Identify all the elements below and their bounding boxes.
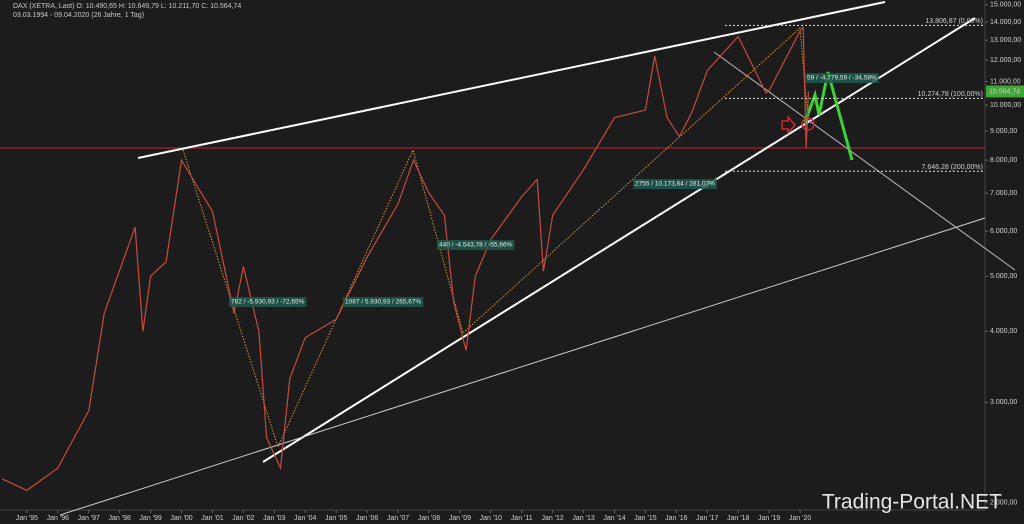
trend-line bbox=[59, 217, 986, 516]
x-tick-label: Jan '13 bbox=[572, 515, 594, 522]
annotation-box bbox=[805, 73, 879, 83]
x-tick-label: Jan '12 bbox=[541, 515, 563, 522]
x-tick-label: Jan '09 bbox=[449, 515, 471, 522]
y-tick-label: 6.000,00 bbox=[990, 228, 1017, 235]
x-tick-label: Jan '06 bbox=[356, 515, 378, 522]
y-tick-label: 7.000,00 bbox=[990, 190, 1017, 197]
y-tick-label: 11.000,00 bbox=[990, 78, 1021, 85]
chart-title: DAX (XETRA, Last) O: 10.490,65 H: 10.649… bbox=[13, 3, 241, 10]
x-tick-label: Jan '10 bbox=[480, 515, 502, 522]
x-tick-label: Jan '17 bbox=[696, 515, 718, 522]
annotation-box bbox=[229, 297, 307, 307]
x-tick-label: Jan '01 bbox=[201, 515, 223, 522]
x-tick-label: Jan '11 bbox=[511, 515, 533, 522]
x-tick-label: Jan '96 bbox=[47, 515, 69, 522]
x-tick-label: Jan '05 bbox=[325, 515, 347, 522]
y-tick-label: 10.000,00 bbox=[990, 102, 1021, 109]
fib-label: 10.274,78 (100,00%) bbox=[918, 91, 983, 98]
projection bbox=[803, 71, 854, 161]
x-tick-label: Jan '15 bbox=[634, 515, 656, 522]
y-tick-label: 4.000,00 bbox=[990, 328, 1017, 335]
y-tick-label: 5.000,00 bbox=[990, 273, 1017, 280]
x-tick-label: Jan '02 bbox=[232, 515, 254, 522]
y-tick-label: 8.000,00 bbox=[990, 157, 1017, 164]
chart-subtitle: 03.03.1994 - 09.04.2020 (26 Jahre, 1 Tag… bbox=[13, 12, 144, 19]
y-tick-label: 13.000,00 bbox=[990, 37, 1021, 44]
y-tick-label: 3.000,00 bbox=[990, 399, 1017, 406]
trend-line bbox=[137, 1, 886, 159]
annotation-box bbox=[633, 179, 717, 189]
x-tick-label: Jan '16 bbox=[665, 515, 687, 522]
price-line bbox=[1, 25, 809, 492]
y-tick-label: 9.000,00 bbox=[990, 128, 1017, 135]
fib-label: 13.806,87 (0,00%) bbox=[925, 18, 983, 25]
annotation: 59 / -4.779,59 / -34,58% bbox=[807, 75, 877, 82]
annotation: 782 / -5.930,93 / -72,65% bbox=[231, 299, 305, 306]
last-price-label: 10.564,74 bbox=[989, 88, 1020, 95]
x-tick-label: Jan '08 bbox=[418, 515, 440, 522]
x-tick-label: Jan '19 bbox=[758, 515, 780, 522]
x-tick-label: Jan '99 bbox=[139, 515, 161, 522]
annotation-box bbox=[437, 240, 515, 250]
last-price-box bbox=[986, 85, 1024, 98]
x-tick-label: Jan '98 bbox=[109, 515, 131, 522]
marker-circle bbox=[801, 117, 815, 131]
x-tick-label: Jan '07 bbox=[387, 515, 409, 522]
y-tick-label: 12.000,00 bbox=[990, 57, 1021, 64]
x-tick-label: Jan '95 bbox=[16, 515, 38, 522]
fib-label: 7.646,28 (200,00%) bbox=[922, 164, 984, 171]
x-tick-label: Jan '03 bbox=[263, 515, 285, 522]
x-tick-label: Jan '18 bbox=[727, 515, 749, 522]
y-tick-label: 14.000,00 bbox=[990, 19, 1021, 26]
trend-line bbox=[262, 17, 976, 463]
watermark: Trading-Portal.NET bbox=[822, 491, 1002, 514]
x-tick-label: Jan '14 bbox=[603, 515, 625, 522]
y-tick-label: 2.000,00 bbox=[990, 499, 1017, 506]
x-tick-label: Jan '20 bbox=[789, 515, 811, 522]
annotation: 2755 / 10.173,64 / 281,07% bbox=[635, 181, 715, 188]
trend-lines bbox=[59, 1, 1016, 516]
y-tick-label: 15.000,00 bbox=[990, 2, 1021, 9]
x-tick-label: Jan '97 bbox=[78, 515, 100, 522]
x-tick-label: Jan '00 bbox=[170, 515, 192, 522]
annotation: 1087 / 5.930,93 / 265,67% bbox=[345, 299, 421, 306]
x-tick-label: Jan '04 bbox=[294, 515, 316, 522]
annotation-box bbox=[343, 297, 424, 307]
marker-arrow bbox=[781, 115, 796, 135]
annotation: 440 / -4.543,78 / -55,66% bbox=[439, 242, 513, 249]
